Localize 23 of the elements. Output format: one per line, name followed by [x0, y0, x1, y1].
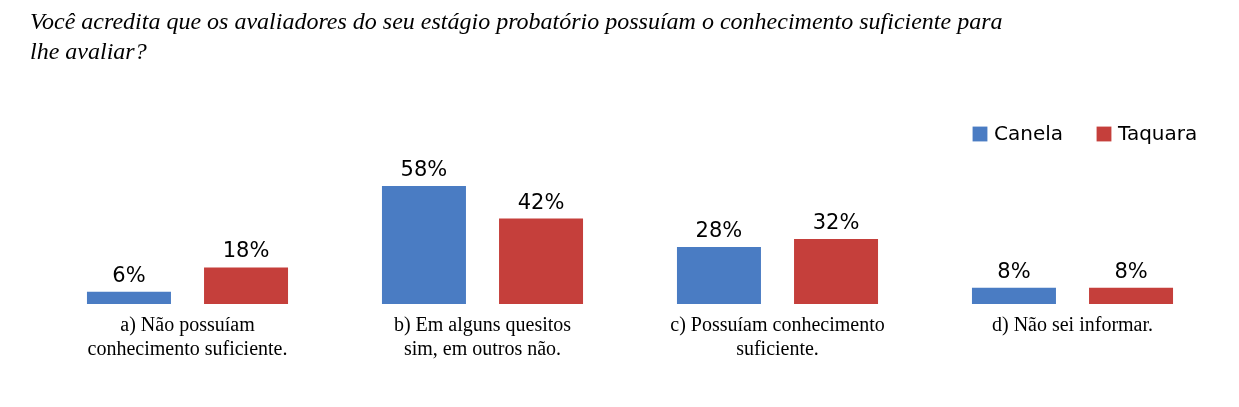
- data-label: 8%: [997, 258, 1031, 283]
- x-tick-label: b) Em alguns quesitos sim, em outros não.: [393, 312, 572, 359]
- legend-label: Taquara: [1117, 121, 1198, 145]
- bar: [971, 287, 1056, 304]
- data-label: 58%: [400, 157, 448, 181]
- x-tick-label: c) Possuíam conhecimento suficiente.: [670, 312, 885, 359]
- bar: [1089, 287, 1174, 304]
- bar: [676, 247, 761, 304]
- bar: [381, 186, 466, 304]
- bar: [794, 238, 879, 304]
- data-label: 42%: [517, 189, 565, 214]
- data-label: 8%: [1114, 258, 1148, 283]
- chart-title: Você acredita que os avaliadores do seu estágio probatório possuíam o conhecimento suficiente para lhe avaliar?: [30, 8, 1003, 64]
- bar: [499, 218, 584, 304]
- data-label: 18%: [222, 238, 270, 263]
- data-label: 28%: [695, 218, 743, 243]
- legend-label: Canela: [994, 121, 1064, 145]
- bar: [86, 291, 171, 304]
- x-tick-label: a) Não possuíam conhecimento suficiente.: [87, 312, 288, 359]
- bar: [204, 267, 289, 304]
- data-label: 6%: [112, 262, 146, 287]
- data-label: 32%: [812, 209, 860, 234]
- x-tick-label: d) Não sei informar.: [991, 312, 1154, 336]
